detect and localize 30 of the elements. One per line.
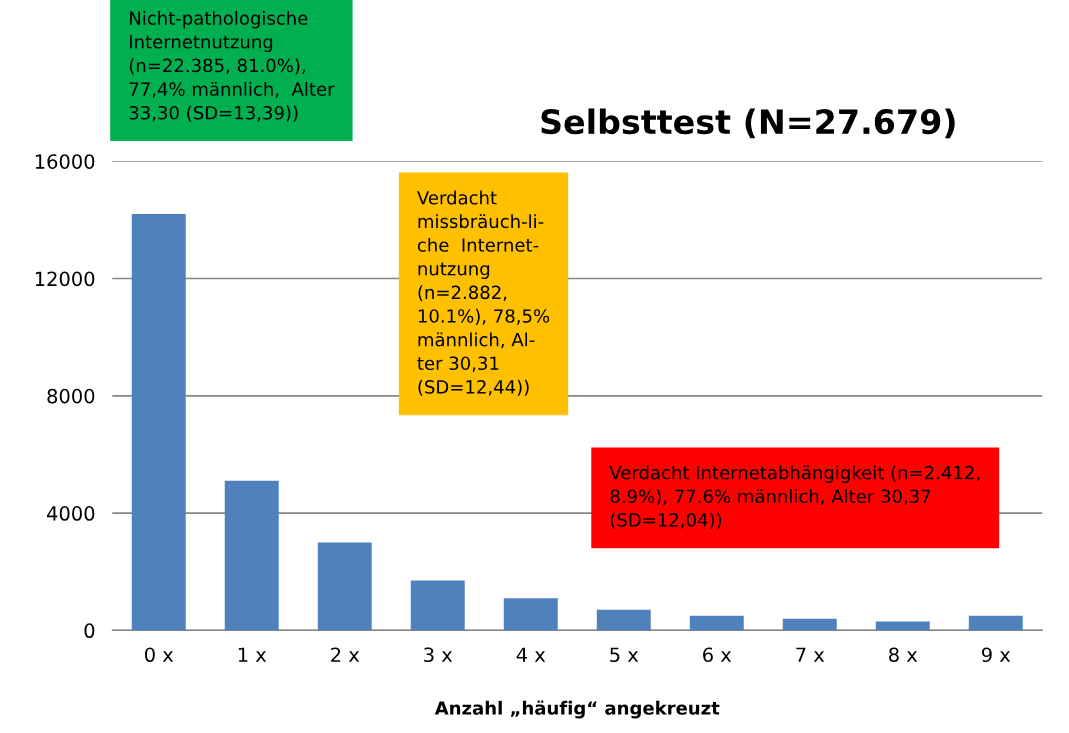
bar [503,598,558,631]
text: Nicht-pathologische Internetnutzung (n=22.385, 81.0%), 77,4% männlich, Alter 33,30 (SD=13,39)) [129,11,335,122]
y-tick-label: 8000 [47,388,95,404]
x-tick-label: 0 x [145,647,174,663]
annotation: Verdacht Internetabhängigkeit (n=2.412, 8.9%), 77.6% männlich, Alter 30,37 (SD=12,04)) [609,465,980,529]
bar [596,609,651,631]
y-tick-label: 12000 [35,271,95,287]
bar [317,542,372,631]
x-tick-label: 9 x [981,647,1011,663]
x-tick-label: 8 x [889,647,918,663]
bar [410,580,465,631]
x-tick-label: 3 x [424,647,453,663]
x-tick-label: 6 x [703,647,732,663]
text: Verdacht missbräuch-li- che Internet- nutzung (n=2.882, 10.1%), 78,5% männlich, Al- ter 30,31 (SD=12,44)) [417,190,550,396]
x-tick-label: 4 x [516,647,546,662]
y-tick-label: 4000 [47,506,95,521]
bar [968,615,1023,631]
x-tick-label: 1 x [238,647,267,662]
x-tick-label: 7 x [796,647,825,662]
bar [224,480,279,631]
x-tick-label: 5 x [610,647,639,663]
y-tick-label: 16000 [35,154,95,169]
bar [689,615,744,631]
x-tick-label: 2 x [331,647,360,662]
chart-title: Selbsttest (N=27.679) [541,108,955,139]
bar [782,618,837,631]
x-axis-title: Anzahl „häufig“ angekreuzt [434,700,720,719]
y-tick-label: 0 [84,623,95,639]
bar [131,214,186,631]
bar [875,621,930,631]
